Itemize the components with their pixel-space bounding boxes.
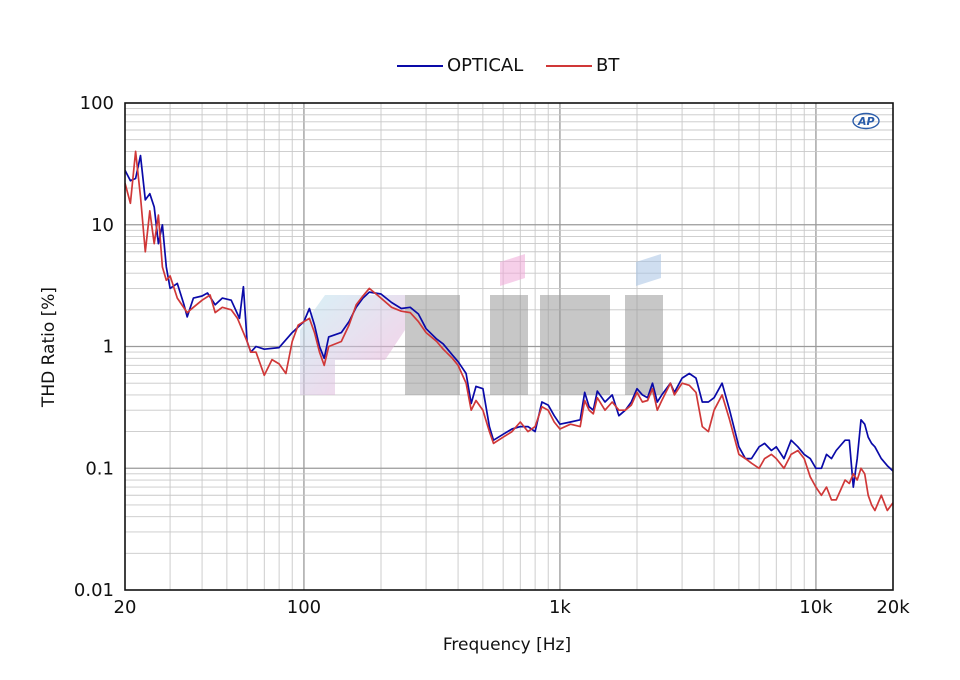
legend-label-optical: OPTICAL [447, 55, 523, 76]
watermark: eCiMi [300, 254, 663, 395]
x-tick-label: 1k [549, 597, 571, 618]
series-line-bt [125, 150, 893, 512]
legend-label-bt: BT [596, 55, 620, 76]
ap-logo: AP [852, 112, 880, 130]
series-layer [125, 150, 893, 512]
plot-frame [124, 102, 894, 591]
ap-logo-text: AP [857, 115, 875, 128]
x-tick-label: 100 [287, 597, 321, 618]
y-tick-label: 100 [80, 93, 114, 114]
watermark-letter-e [300, 295, 405, 395]
ap-logo-ring [852, 112, 880, 130]
x-tick-labels: 20 100 1k 10k 20k [114, 597, 911, 618]
legend: OPTICAL BT [397, 55, 620, 76]
x-tick-label: 20 [114, 597, 137, 618]
x-tick-label: 20k [876, 597, 910, 618]
y-tick-label: 0.1 [85, 458, 114, 479]
watermark-dot-1 [500, 254, 525, 286]
y-tick-label: 0.01 [74, 580, 114, 601]
x-tick-label: 10k [799, 597, 833, 618]
watermark-dot-2 [636, 254, 661, 286]
y-tick-label: 10 [91, 215, 114, 236]
watermark-letter-i1 [490, 295, 528, 395]
x-axis-title: Frequency [Hz] [443, 635, 571, 655]
watermark-letter-m [540, 295, 610, 395]
y-tick-label: 1 [103, 337, 114, 358]
y-axis-title: THD Ratio [%] [39, 287, 59, 408]
y-tick-labels: 100 10 1 0.1 0.01 [74, 93, 114, 601]
watermark-letter-c [405, 295, 460, 395]
watermark-letter-i2 [625, 295, 663, 395]
